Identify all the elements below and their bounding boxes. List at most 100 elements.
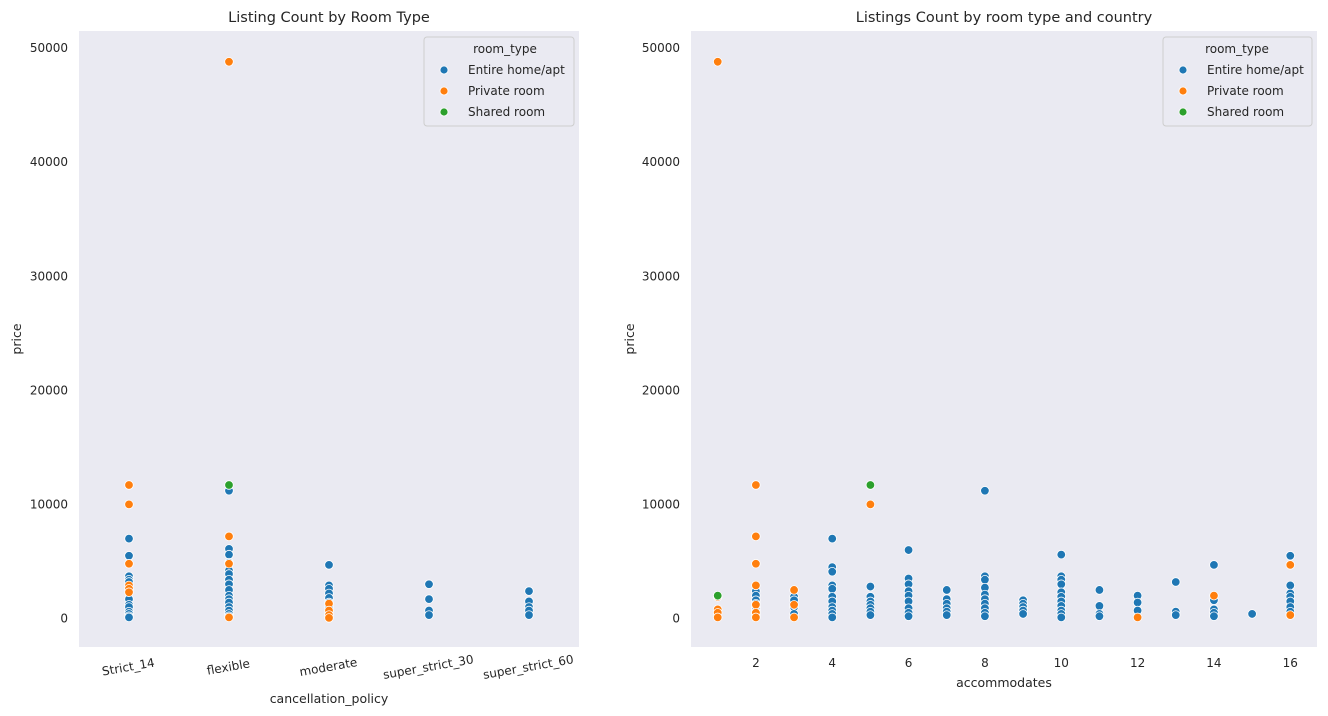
left-y-tick-label: 30000 — [30, 269, 68, 283]
right-point-private-room — [713, 57, 723, 67]
right-y-tick-label: 40000 — [642, 155, 680, 169]
right-y-axis-label: price — [622, 323, 637, 354]
right-point-shared-room — [713, 590, 723, 601]
left-legend-label-shared: Shared room — [468, 105, 545, 119]
right-x-tick-label: 12 — [1130, 656, 1145, 670]
right-point-entire-home-apt — [980, 611, 990, 621]
right-x-tick-label: 4 — [828, 656, 836, 670]
right-y-tick-label: 10000 — [642, 497, 680, 511]
left-y-tick-label: 10000 — [30, 497, 68, 511]
right-point-entire-home-apt — [1285, 551, 1295, 561]
right-point-entire-home-apt — [1209, 611, 1219, 621]
right-x-tick-label: 6 — [905, 656, 913, 670]
right-x-tick-label: 8 — [981, 656, 989, 670]
right-y-tick-label: 20000 — [642, 383, 680, 397]
right-point-entire-home-apt — [865, 610, 876, 620]
right-point-entire-home-apt — [903, 545, 914, 555]
right-legend-title: room_type — [1205, 42, 1269, 56]
right-points — [713, 57, 1295, 623]
right-point-entire-home-apt — [1056, 579, 1066, 589]
right-point-private-room — [751, 480, 761, 490]
right-chart: Listings Count by room type and country … — [622, 10, 1317, 690]
left-point-private-room — [124, 587, 134, 597]
left-point-private-room — [124, 499, 134, 510]
right-x-tick-label: 10 — [1054, 656, 1069, 670]
left-point-entire-home-apt — [524, 586, 534, 596]
right-legend-box — [1162, 36, 1313, 127]
right-point-entire-home-apt — [980, 575, 990, 585]
left-point-private-room — [124, 559, 134, 569]
left-point-entire-home-apt — [424, 610, 434, 620]
right-point-private-room — [865, 499, 876, 510]
left-point-entire-home-apt — [424, 594, 434, 604]
right-x-tick-label: 2 — [752, 656, 760, 670]
right-point-private-room — [751, 580, 761, 591]
right-point-entire-home-apt — [1094, 585, 1105, 595]
right-point-entire-home-apt — [1209, 560, 1219, 570]
left-point-private-room — [324, 613, 334, 623]
left-x-tick-label: flexible — [206, 656, 251, 677]
right-point-private-room — [1285, 560, 1295, 570]
left-x-ticks: Strict_14 flexible moderate super_strict_30… — [101, 652, 575, 682]
left-point-private-room — [124, 480, 134, 490]
right-point-entire-home-apt — [1171, 610, 1181, 620]
left-point-private-room — [224, 531, 234, 542]
left-y-tick-label: 40000 — [30, 155, 68, 169]
right-point-entire-home-apt — [1171, 577, 1181, 587]
right-chart-title: Listings Count by room type and country — [856, 10, 1153, 26]
right-y-tick-label: 30000 — [642, 269, 680, 283]
left-point-entire-home-apt — [524, 610, 534, 620]
right-y-tick-label: 50000 — [642, 41, 680, 55]
right-point-entire-home-apt — [1094, 601, 1105, 611]
right-point-shared-room — [865, 480, 876, 490]
right-y-ticks: 0 10000 20000 30000 40000 50000 — [642, 41, 680, 625]
left-point-entire-home-apt — [124, 533, 134, 544]
left-x-tick-label: moderate — [298, 655, 358, 679]
right-point-private-room — [1285, 610, 1295, 620]
left-x-tick-label: super_strict_60 — [482, 652, 575, 682]
right-point-entire-home-apt — [827, 584, 837, 594]
left-x-axis-label: cancellation_policy — [270, 691, 389, 706]
right-plot-area — [691, 31, 1317, 647]
left-y-ticks: 0 10000 20000 30000 40000 50000 — [30, 41, 68, 625]
right-point-entire-home-apt — [1056, 549, 1066, 560]
right-point-entire-home-apt — [1018, 609, 1028, 619]
left-point-entire-home-apt — [124, 551, 134, 561]
left-y-tick-label: 0 — [60, 611, 68, 625]
right-point-private-room — [789, 600, 799, 610]
right-legend-marker-entire — [1178, 65, 1188, 75]
left-point-entire-home-apt — [124, 612, 134, 623]
left-legend-marker-shared — [439, 107, 449, 117]
left-y-tick-label: 20000 — [30, 383, 68, 397]
right-point-private-room — [751, 559, 761, 569]
right-x-axis-label: accommodates — [956, 675, 1052, 690]
right-point-entire-home-apt — [942, 585, 952, 595]
right-legend-label-entire: Entire home/apt — [1207, 63, 1304, 77]
right-legend: room_type Entire home/apt Private room S… — [1162, 36, 1313, 127]
left-chart: Listing Count by Room Type cancellation_… — [9, 10, 579, 706]
left-point-shared-room — [224, 480, 234, 490]
left-point-private-room — [224, 612, 234, 623]
right-point-entire-home-apt — [1056, 612, 1066, 623]
left-y-tick-label: 50000 — [30, 41, 68, 55]
right-point-private-room — [751, 600, 761, 610]
right-x-tick-label: 16 — [1283, 656, 1298, 670]
right-point-private-room — [789, 612, 799, 623]
right-y-tick-label: 0 — [672, 611, 680, 625]
right-point-entire-home-apt — [903, 611, 914, 621]
right-point-private-room — [789, 585, 799, 595]
right-point-private-room — [1209, 590, 1219, 601]
left-point-private-room — [224, 57, 234, 67]
right-point-entire-home-apt — [980, 486, 990, 496]
left-point-entire-home-apt — [424, 579, 434, 589]
right-point-private-room — [751, 531, 761, 542]
left-legend-label-private: Private room — [468, 84, 545, 98]
right-point-private-room — [751, 612, 761, 623]
left-point-entire-home-apt — [324, 560, 334, 570]
right-legend-label-private: Private room — [1207, 84, 1284, 98]
left-legend-marker-entire — [439, 65, 449, 75]
left-x-tick-label: Strict_14 — [101, 656, 156, 679]
right-x-tick-label: 14 — [1206, 656, 1221, 670]
right-point-entire-home-apt — [865, 581, 876, 592]
